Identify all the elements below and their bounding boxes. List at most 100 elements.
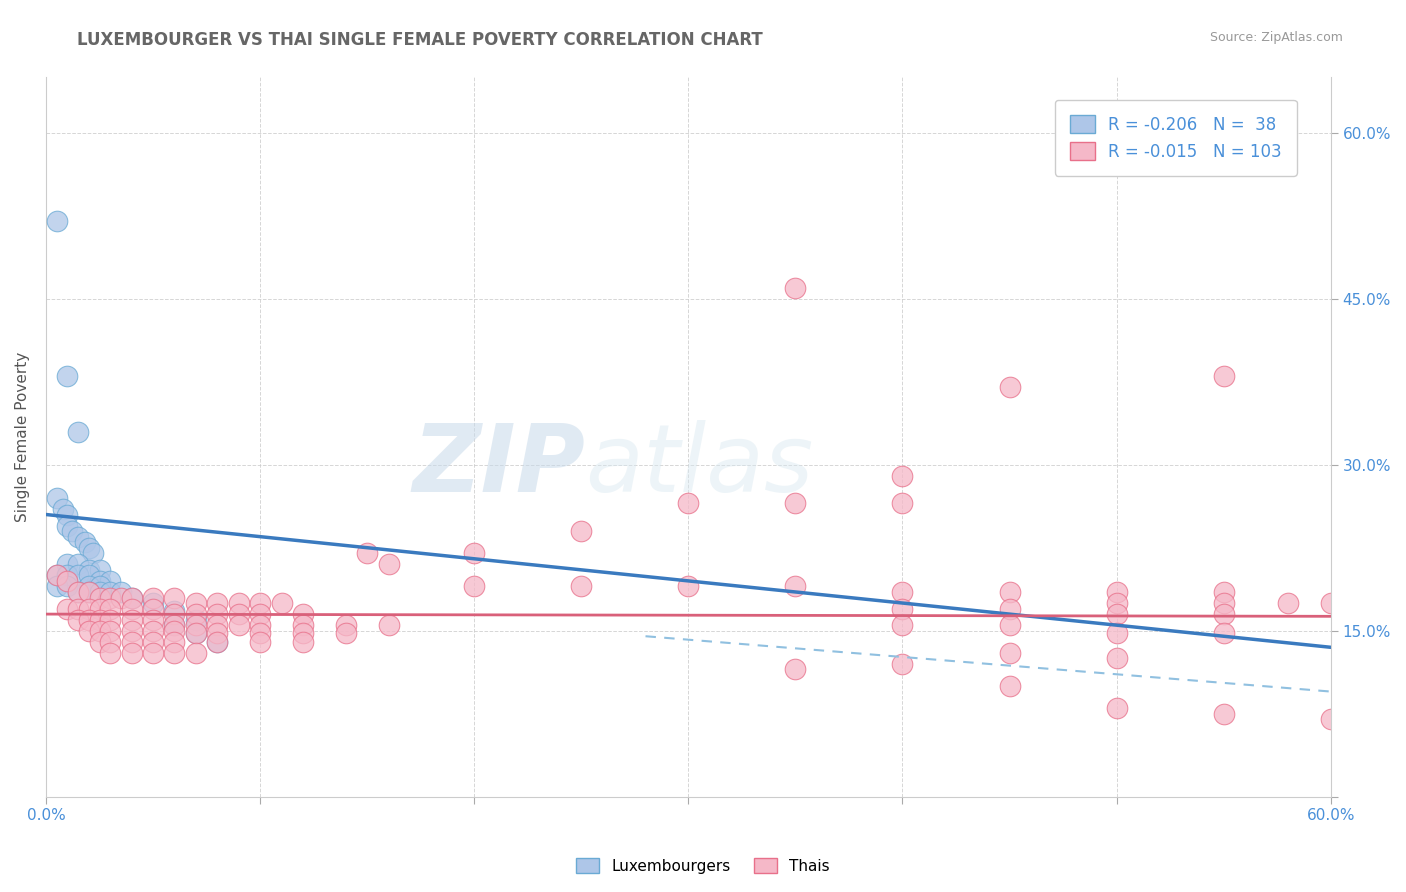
Point — [377, 558, 399, 572]
Point — [67, 530, 90, 544]
Point — [121, 634, 143, 648]
Point — [291, 607, 314, 621]
Point — [377, 618, 399, 632]
Point — [163, 634, 186, 648]
Point — [60, 524, 83, 538]
Point — [207, 607, 229, 621]
Point — [163, 591, 186, 605]
Point — [356, 546, 378, 560]
Point — [98, 624, 121, 638]
Point — [67, 558, 90, 572]
Point — [785, 496, 807, 510]
Point — [207, 634, 229, 648]
Point — [98, 591, 121, 605]
Point — [335, 626, 357, 640]
Point — [207, 626, 229, 640]
Point — [569, 524, 592, 538]
Point — [998, 380, 1021, 394]
Point — [142, 634, 165, 648]
Point — [56, 579, 79, 593]
Point — [1105, 596, 1128, 610]
Point — [110, 585, 132, 599]
Point — [56, 601, 79, 615]
Point — [1212, 706, 1234, 721]
Point — [56, 558, 79, 572]
Point — [98, 634, 121, 648]
Point — [77, 541, 100, 555]
Point — [56, 508, 79, 522]
Point — [121, 591, 143, 605]
Point — [891, 468, 914, 483]
Point — [121, 591, 143, 605]
Point — [1105, 607, 1128, 621]
Point — [142, 646, 165, 660]
Point — [56, 369, 79, 384]
Point — [891, 657, 914, 671]
Text: LUXEMBOURGER VS THAI SINGLE FEMALE POVERTY CORRELATION CHART: LUXEMBOURGER VS THAI SINGLE FEMALE POVER… — [77, 31, 763, 49]
Point — [678, 496, 700, 510]
Point — [89, 591, 111, 605]
Point — [77, 585, 100, 599]
Point — [184, 596, 207, 610]
Point — [77, 563, 100, 577]
Point — [52, 502, 75, 516]
Point — [184, 613, 207, 627]
Point — [785, 281, 807, 295]
Point — [98, 601, 121, 615]
Point — [678, 579, 700, 593]
Point — [463, 579, 485, 593]
Point — [1212, 607, 1234, 621]
Point — [45, 568, 67, 582]
Point — [142, 601, 165, 615]
Point — [98, 613, 121, 627]
Point — [98, 585, 121, 599]
Point — [207, 634, 229, 648]
Point — [121, 624, 143, 638]
Point — [89, 563, 111, 577]
Point — [228, 618, 250, 632]
Point — [228, 596, 250, 610]
Point — [998, 585, 1021, 599]
Point — [891, 618, 914, 632]
Point — [1212, 626, 1234, 640]
Point — [335, 618, 357, 632]
Point — [163, 618, 186, 632]
Point — [163, 646, 186, 660]
Point — [98, 574, 121, 588]
Legend: R = -0.206   N =  38, R = -0.015   N = 103: R = -0.206 N = 38, R = -0.015 N = 103 — [1054, 100, 1296, 176]
Point — [249, 634, 271, 648]
Point — [249, 596, 271, 610]
Point — [110, 591, 132, 605]
Point — [785, 579, 807, 593]
Point — [163, 618, 186, 632]
Point — [142, 613, 165, 627]
Point — [142, 596, 165, 610]
Point — [163, 604, 186, 618]
Point — [270, 596, 292, 610]
Point — [45, 579, 67, 593]
Point — [56, 568, 79, 582]
Point — [998, 618, 1021, 632]
Point — [56, 574, 79, 588]
Point — [89, 574, 111, 588]
Point — [184, 626, 207, 640]
Point — [1105, 651, 1128, 665]
Point — [77, 585, 100, 599]
Point — [67, 585, 90, 599]
Point — [163, 607, 186, 621]
Point — [228, 607, 250, 621]
Point — [89, 601, 111, 615]
Text: atlas: atlas — [585, 420, 814, 511]
Point — [891, 585, 914, 599]
Point — [998, 679, 1021, 693]
Point — [1319, 596, 1341, 610]
Point — [67, 585, 90, 599]
Point — [77, 624, 100, 638]
Point — [463, 546, 485, 560]
Point — [1105, 626, 1128, 640]
Point — [73, 535, 96, 549]
Point — [82, 546, 104, 560]
Point — [89, 613, 111, 627]
Point — [891, 601, 914, 615]
Point — [998, 646, 1021, 660]
